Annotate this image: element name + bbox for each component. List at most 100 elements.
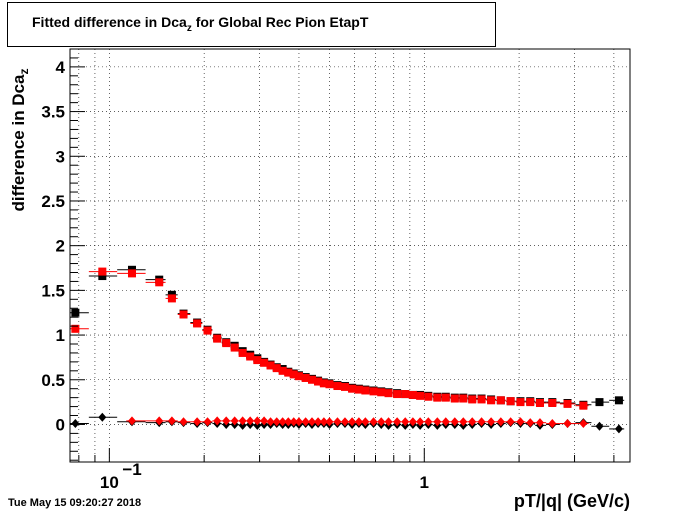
- data-point-square: [354, 385, 363, 394]
- data-point-diamond: [361, 417, 370, 427]
- y-tick-label: 1: [56, 326, 65, 345]
- data-point-square: [278, 366, 287, 375]
- data-point-diamond: [408, 417, 417, 427]
- data-point-square: [294, 372, 303, 381]
- data-point-square: [253, 356, 262, 365]
- data-point-square: [441, 393, 450, 402]
- data-point-square: [487, 396, 496, 405]
- grid-lines: [70, 49, 630, 462]
- data-point-square: [203, 326, 212, 335]
- data-point-diamond: [579, 419, 588, 429]
- data-point-diamond: [563, 419, 572, 429]
- data-point-diamond: [284, 417, 293, 427]
- data-point-diamond: [595, 421, 604, 431]
- data-point-square: [516, 398, 525, 407]
- data-point-square: [506, 397, 515, 406]
- data-point-square: [369, 387, 378, 396]
- data-point-square: [433, 393, 442, 402]
- data-point-diamond: [548, 419, 557, 429]
- data-point-square: [325, 380, 334, 389]
- x-tick-label: 1: [420, 473, 429, 492]
- data-point-square: [246, 352, 255, 361]
- data-point-square: [450, 394, 459, 403]
- data-point-diamond: [496, 417, 505, 427]
- data-point-diamond: [325, 417, 334, 427]
- data-point-diamond: [369, 417, 378, 427]
- data-point-diamond: [614, 424, 623, 434]
- data-point-square: [595, 398, 604, 407]
- x-tick-exponent: −1: [122, 460, 141, 479]
- data-point-square: [238, 348, 247, 357]
- data-point-square: [579, 401, 588, 410]
- plot-frame: [69, 48, 631, 463]
- data-point-square: [401, 390, 410, 399]
- data-point-square: [230, 343, 239, 352]
- data-point-diamond: [354, 417, 363, 427]
- data-point-diamond: [307, 417, 316, 427]
- data-point-square: [535, 399, 544, 407]
- data-point-square: [424, 392, 433, 401]
- data-point-diamond: [393, 417, 402, 427]
- data-point-square: [193, 319, 202, 328]
- data-point-square: [348, 384, 357, 393]
- data-point-square: [477, 395, 486, 404]
- data-point-diamond: [535, 418, 544, 428]
- y-tick-label: 0.5: [41, 371, 65, 390]
- data-point-square: [127, 269, 136, 278]
- data-point-square: [301, 373, 310, 382]
- data-point-diamond: [377, 417, 386, 427]
- data-point-square: [548, 399, 557, 407]
- data-point-square: [408, 390, 417, 399]
- data-point-diamond: [424, 417, 433, 427]
- data-point-square: [377, 388, 386, 397]
- data-point-diamond: [516, 417, 525, 427]
- data-point-square: [384, 389, 393, 398]
- timestamp: Tue May 15 09:20:27 2018: [8, 497, 142, 509]
- x-tick-label: 10: [100, 473, 119, 492]
- data-point-diamond: [213, 416, 222, 426]
- data-point-square: [459, 394, 468, 403]
- x-axis-label: pT/|q| (GeV/c): [513, 491, 630, 511]
- data-point-diamond: [319, 417, 328, 427]
- data-point-square: [167, 294, 176, 303]
- data-markers: [71, 265, 623, 434]
- data-point-square: [468, 395, 477, 404]
- y-tick-label: 4: [56, 58, 66, 77]
- title-box: Fitted difference in Dcaz for Global Rec…: [7, 2, 496, 47]
- data-point-square: [416, 391, 425, 400]
- data-point-square: [98, 272, 107, 281]
- data-point-diamond: [348, 417, 357, 427]
- data-point-square: [266, 361, 275, 370]
- data-point-diamond: [155, 416, 164, 426]
- data-point-square: [155, 278, 164, 287]
- data-point-square: [272, 364, 281, 373]
- data-point-diamond: [384, 417, 393, 427]
- data-point-square: [71, 308, 80, 317]
- data-point-square: [614, 396, 623, 405]
- data-point-square: [314, 377, 323, 386]
- chart-title: Fitted difference in Dcaz for Global Rec…: [32, 14, 369, 34]
- data-point-diamond: [441, 417, 450, 427]
- data-point-diamond: [433, 417, 442, 427]
- data-point-square: [526, 398, 535, 407]
- tick-labels: 0 0.5 1 1.5 2 2.5 3 3.5 4 10−1 1: [41, 58, 429, 492]
- data-point-diamond: [278, 417, 287, 427]
- y-tick-label: 3: [56, 147, 65, 166]
- data-point-square: [340, 382, 349, 391]
- data-point-square: [319, 379, 328, 388]
- data-point-diamond: [266, 417, 275, 427]
- data-point-diamond: [289, 417, 298, 427]
- data-point-diamond: [487, 417, 496, 427]
- data-point-square: [496, 396, 505, 405]
- data-point-diamond: [272, 417, 281, 427]
- data-point-diamond: [401, 417, 410, 427]
- data-point-diamond: [450, 417, 459, 427]
- data-point-square: [393, 390, 402, 399]
- data-point-square: [222, 339, 231, 348]
- data-point-square: [563, 399, 572, 408]
- data-point-diamond: [260, 416, 269, 426]
- data-point-diamond: [506, 417, 515, 427]
- data-point-square: [179, 310, 188, 319]
- data-point-diamond: [477, 417, 486, 427]
